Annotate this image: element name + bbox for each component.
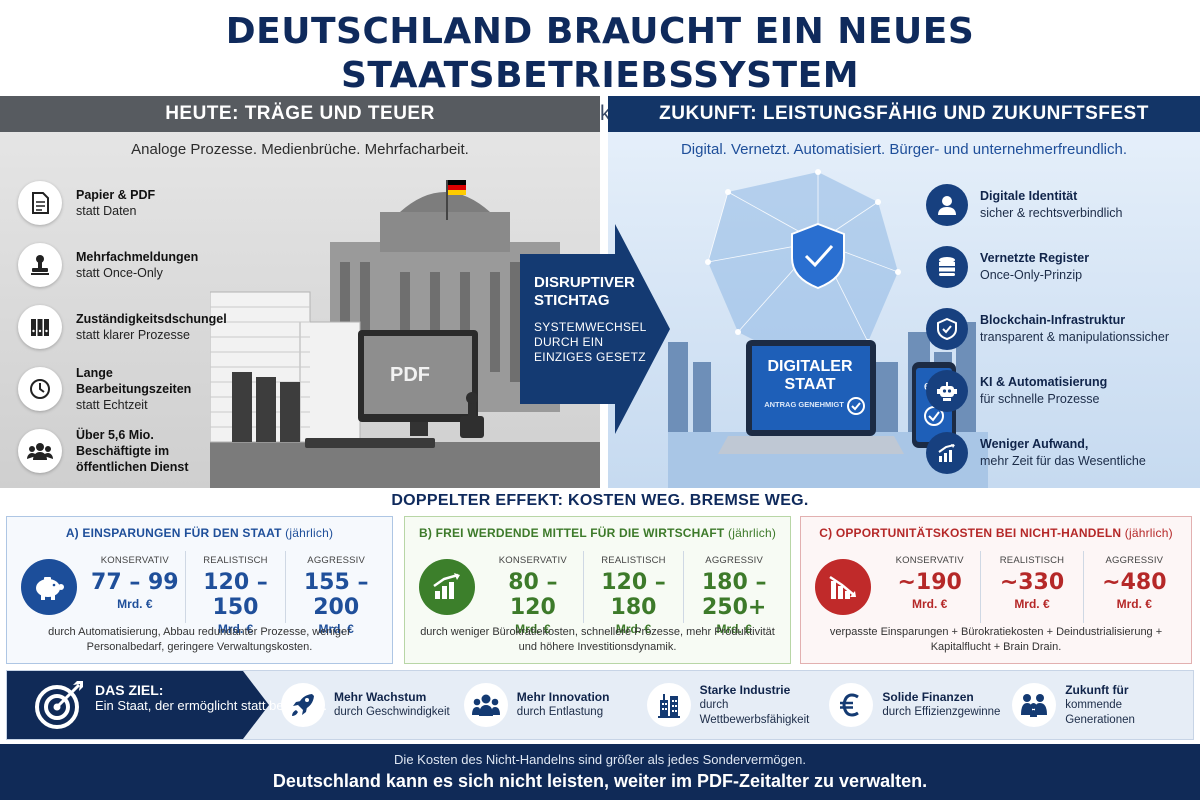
value: 77 – 99: [91, 570, 179, 595]
user-icon: [926, 184, 968, 226]
list-item: Blockchain-Infrastruktur transparent & ma…: [926, 298, 1196, 360]
economy-funds-box: B) FREI WERDENDE MITTEL FÜR DIE WIRTSCHA…: [404, 516, 791, 664]
future-panel-title: ZUKUNFT: LEISTUNGSFÄHIG UND ZUKUNFTSFEST: [608, 96, 1200, 132]
list-item: Vernetzte Register Once-Only-Prinzip: [926, 236, 1196, 298]
value: 155 – 200: [303, 570, 369, 620]
list-item-text: Zuständigkeitsdschungel statt klarer Proz…: [76, 312, 227, 342]
list-item-text: Papier & PDF statt Daten: [76, 188, 156, 218]
goal-title: DAS ZIEL:: [95, 682, 164, 698]
box-note: verpasste Einsparungen + Bürokratiekoste…: [829, 626, 1163, 653]
transition-arrow: [520, 224, 670, 434]
arrow-body: SYSTEMWECHSEL DURCH EIN EINZIGES GESETZ: [534, 320, 647, 364]
list-item: KI & Automatisierung für schnelle Prozess…: [926, 360, 1196, 422]
savings-state-box: A) EINSPARUNGEN FÜR DEN STAAT (jährlich)…: [6, 516, 393, 664]
box-title: A) EINSPARUNGEN FÜR DEN STAAT (jährlich): [65, 526, 334, 540]
footer: Die Kosten des Nicht-Handelns sind größe…: [0, 744, 1200, 800]
arrow-label: DISRUPTIVER STICHTAG SYSTEMWECHSEL DURCH…: [534, 274, 646, 365]
value: ~330: [999, 570, 1065, 595]
target-icon: [33, 679, 85, 731]
header: DEUTSCHLAND BRAUCHT EIN NEUES STAATSBETR…: [0, 0, 1200, 125]
people-icon: [18, 429, 62, 473]
goal-item-list: Mehr Wachstum durch Geschwindigkeit Mehr …: [275, 671, 1189, 739]
laptop-screen-title: DIGITALER STAAT: [767, 358, 853, 393]
database-icon: [926, 246, 968, 288]
euro-icon: [829, 683, 874, 727]
factory-icon: [646, 683, 691, 727]
list-item: Digitale Identität sicher & rechtsverbind…: [926, 174, 1196, 236]
list-item-text: Lange Bearbeitungszeiten statt Echtzeit: [76, 366, 192, 412]
list-item-text: Über 5,6 Mio. Beschäftigte im öffentlich…: [76, 428, 189, 474]
robot-icon: [926, 370, 968, 412]
goal-text: Ein Staat, der ermöglicht statt behinder…: [95, 698, 327, 713]
list-item-text: Weniger Aufwand, mehr Zeit für das Wesent…: [980, 437, 1146, 468]
value: 180 – 250+: [701, 570, 767, 620]
list-item-text: Mehrfachmeldungen statt Once-Only: [76, 250, 199, 280]
value: 120 – 180: [601, 570, 666, 620]
box-title: B) FREI WERDENDE MITTEL FÜR DIE WIRTSCHA…: [418, 526, 777, 540]
value: ~480: [1102, 570, 1167, 595]
team-icon: [463, 683, 508, 727]
shield-check-icon: [926, 308, 968, 350]
footer-line-1: Die Kosten des Nicht-Handelns sind größe…: [394, 752, 806, 767]
future-panel-subtitle: Digital. Vernetzt. Automatisiert. Bürger…: [680, 141, 1128, 158]
chart-up-icon: [926, 432, 968, 474]
list-item: Papier & PDF statt Daten: [18, 172, 218, 234]
value: ~190: [897, 570, 962, 595]
goal-item: Solide Finanzen durch Effizienzgewinne: [823, 671, 1006, 739]
box-title: C) OPPORTUNITÄTSKOSTEN BEI NICHT-HANDELN…: [819, 526, 1173, 540]
laptop-screen-status: ANTRAG GENEHMIGT: [764, 400, 844, 409]
list-item-text: KI & Automatisierung für schnelle Prozess…: [980, 375, 1108, 406]
document-icon: [18, 181, 62, 225]
list-item: Zuständigkeitsdschungel statt klarer Proz…: [18, 296, 227, 358]
list-item: Lange Bearbeitungszeiten statt Echtzeit: [18, 358, 218, 420]
box-note: durch weniger Bürokratiekosten, schnelle…: [420, 626, 775, 653]
opportunity-cost-box: C) OPPORTUNITÄTSKOSTEN BEI NICHT-HANDELN…: [800, 516, 1192, 664]
list-item: Über 5,6 Mio. Beschäftigte im öffentlich…: [18, 420, 218, 482]
list-item-text: Blockchain-Infrastruktur transparent & ma…: [980, 313, 1169, 344]
today-panel-subtitle: Analoge Prozesse. Medienbrüche. Mehrfach…: [131, 141, 469, 158]
page-title: DEUTSCHLAND BRAUCHT EIN NEUES STAATSBETR…: [225, 11, 975, 96]
goal-band: DAS ZIEL: Ein Staat, der ermöglicht stat…: [6, 670, 1194, 740]
clock-icon: [18, 367, 62, 411]
binders-icon: [18, 305, 62, 349]
list-item: Mehrfachmeldungen statt Once-Only: [18, 234, 218, 296]
goal-header-text: DAS ZIEL: Ein Staat, der ermöglicht stat…: [95, 682, 327, 714]
value: 120 – 150: [203, 570, 268, 620]
today-panel: HEUTE: TRÄGE UND TEUER Analoge Prozesse.…: [0, 96, 600, 488]
rocket-icon: [281, 683, 325, 727]
list-item: Weniger Aufwand, mehr Zeit für das Wesent…: [926, 422, 1196, 484]
today-problem-list: Papier & PDF statt Daten Mehrfachmeldunge…: [18, 172, 227, 482]
piggy-bank-icon: [21, 559, 77, 615]
decline-chart-icon: [815, 559, 871, 615]
pdf-file-label: PDF: [390, 364, 430, 386]
goal-item: Starke Industrie durch Wettbewerbsfähigke…: [641, 671, 824, 739]
today-panel-title: HEUTE: TRÄGE UND TEUER: [0, 96, 600, 132]
family-icon: [1012, 683, 1057, 727]
effect-title: DOPPELTER EFFEKT: KOSTEN WEG. BREMSE WEG…: [391, 492, 809, 509]
digital-state-scene: [668, 169, 988, 488]
footer-line-2: Deutschland kann es sich nicht leisten, …: [272, 771, 928, 791]
list-item-text: Vernetzte Register Once-Only-Prinzip: [980, 251, 1090, 282]
goal-item: Zukunft für kommende Generationen: [1006, 671, 1189, 739]
future-benefit-list: Digitale Identität sicher & rechtsverbind…: [926, 174, 1196, 484]
value: 80 – 120: [508, 570, 558, 620]
stamp-icon: [18, 243, 62, 287]
goal-item: Mehr Wachstum durch Geschwindigkeit: [275, 671, 458, 739]
goal-item: Mehr Innovation durch Entlastung: [458, 671, 641, 739]
box-note: durch Automatisierung, Abbau redundanter…: [48, 626, 351, 653]
arrow-title: DISRUPTIVER STICHTAG: [534, 274, 635, 309]
list-item-text: Digitale Identität sicher & rechtsverbind…: [980, 189, 1123, 220]
growth-chart-icon: [419, 559, 475, 615]
future-panel: ZUKUNFT: LEISTUNGSFÄHIG UND ZUKUNFTSFEST…: [608, 96, 1200, 488]
